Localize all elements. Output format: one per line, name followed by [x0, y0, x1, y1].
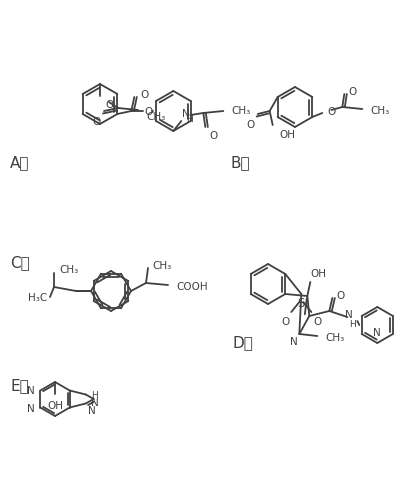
Text: O: O	[313, 316, 322, 326]
Text: S: S	[298, 296, 305, 309]
Text: C．: C．	[10, 254, 30, 269]
Text: OH: OH	[310, 268, 326, 279]
Text: A．: A．	[10, 155, 29, 170]
Text: O: O	[105, 100, 113, 110]
Text: CH₃: CH₃	[152, 261, 171, 270]
Text: O: O	[247, 120, 255, 130]
Text: N: N	[91, 398, 98, 407]
Text: N: N	[26, 403, 34, 413]
Text: O: O	[140, 90, 149, 100]
Text: H₃C: H₃C	[28, 292, 47, 303]
Text: O: O	[336, 290, 344, 301]
Text: O: O	[348, 87, 357, 97]
Text: OH: OH	[47, 400, 63, 410]
Text: OH: OH	[280, 130, 296, 140]
Text: D．: D．	[232, 334, 253, 349]
Text: O: O	[144, 107, 152, 117]
Text: N: N	[373, 327, 381, 337]
Text: O: O	[281, 316, 289, 326]
Text: CH₃: CH₃	[59, 264, 78, 274]
Text: COOH: COOH	[176, 282, 207, 291]
Text: CH₃: CH₃	[231, 106, 251, 116]
Text: H: H	[91, 390, 97, 399]
Text: CH₃: CH₃	[326, 332, 344, 342]
Text: CH₃: CH₃	[370, 106, 390, 116]
Text: N: N	[88, 406, 95, 416]
Text: H: H	[349, 319, 356, 328]
Text: H: H	[186, 115, 193, 124]
Text: E．: E．	[10, 377, 29, 392]
Text: O: O	[93, 117, 101, 127]
Text: N: N	[289, 336, 297, 346]
Text: N: N	[26, 386, 34, 396]
Text: N: N	[182, 109, 190, 119]
Text: O: O	[327, 107, 336, 117]
Text: CH₃: CH₃	[146, 112, 165, 122]
Text: N: N	[345, 309, 353, 319]
Text: B．: B．	[230, 155, 249, 170]
Text: O: O	[209, 131, 218, 141]
